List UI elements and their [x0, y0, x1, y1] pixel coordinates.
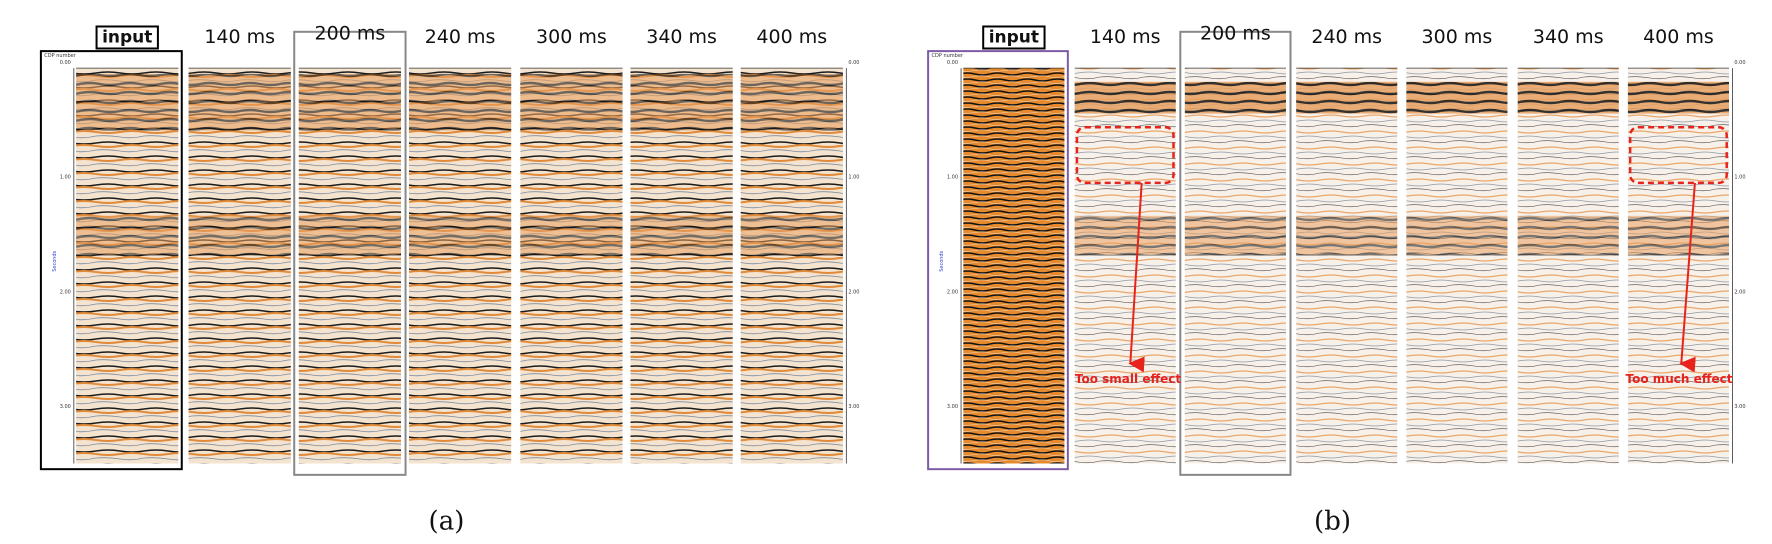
strong-reflectors	[1627, 81, 1729, 114]
offset-label: 240 ms	[425, 26, 496, 48]
seismic-section	[298, 68, 402, 464]
offset-label: 400 ms	[1643, 26, 1714, 48]
offset-label: 340 ms	[646, 26, 717, 48]
time-tick-right: 0.00	[1734, 60, 1745, 66]
time-tick-right: 1.00	[1734, 175, 1745, 181]
annotation-text: Too small effect	[1075, 372, 1182, 386]
time-tick: 2.00	[947, 289, 958, 295]
axis-title: Seconds	[52, 250, 58, 271]
input-frame	[927, 50, 1069, 471]
time-tick: 2.00	[60, 289, 71, 295]
mid-reflectors	[298, 215, 402, 256]
seismic-section	[1296, 68, 1398, 464]
offset-label: 240 ms	[1311, 26, 1382, 48]
strong-reflectors	[1517, 81, 1619, 114]
mid-reflectors	[1517, 215, 1619, 256]
strong-reflectors	[408, 73, 512, 131]
offset-label: 400 ms	[756, 26, 827, 48]
mid-reflectors	[1074, 215, 1176, 256]
mid-reflectors	[408, 215, 512, 256]
offset-label: 200 ms	[1200, 23, 1271, 45]
annotation-box	[1628, 125, 1728, 185]
seismic-section	[408, 68, 512, 464]
offset-label: 140 ms	[1090, 26, 1161, 48]
offset-label: input	[989, 27, 1039, 47]
time-tick-right: 0.00	[848, 60, 859, 66]
mid-reflectors	[76, 215, 179, 256]
mid-reflectors	[188, 215, 291, 256]
annotation-arrow	[1679, 182, 1696, 373]
time-tick-right: 1.00	[848, 175, 859, 181]
time-tick: 3.00	[60, 404, 71, 410]
label-box	[982, 25, 1046, 50]
strong-reflectors	[740, 73, 843, 131]
time-tick-right: 2.00	[848, 289, 859, 295]
strong-reflectors	[1406, 81, 1508, 114]
offset-label: 140 ms	[204, 26, 275, 48]
highlight-frame	[293, 30, 407, 476]
mid-reflectors	[740, 215, 843, 256]
strong-reflectors	[1296, 81, 1398, 114]
label-box	[95, 25, 159, 50]
strong-reflectors	[188, 73, 291, 131]
time-tick: 0.00	[947, 60, 958, 66]
time-tick-right: 3.00	[1734, 404, 1745, 410]
offset-label: 300 ms	[536, 26, 607, 48]
time-tick: 1.00	[947, 175, 958, 181]
mid-reflectors	[630, 215, 733, 256]
top-label: CDP number	[44, 53, 76, 59]
seismic-section	[1406, 68, 1508, 464]
seismic-section	[1517, 68, 1619, 464]
offset-label: 340 ms	[1533, 26, 1604, 48]
annotation-arrow	[1128, 182, 1145, 373]
strong-reflectors	[1184, 81, 1286, 114]
time-tick: 0.00	[60, 60, 71, 66]
seismic-section	[520, 68, 623, 464]
seismic-section	[963, 68, 1065, 464]
seismic-section	[740, 68, 843, 464]
seismic-section	[188, 68, 291, 464]
seismic-section	[1627, 68, 1729, 464]
time-tick: 1.00	[60, 175, 71, 181]
time-tick: 3.00	[947, 404, 958, 410]
seismic-section	[76, 68, 179, 464]
strong-reflectors	[1074, 81, 1176, 114]
annotation-box	[1075, 125, 1175, 185]
seismic-section	[1074, 68, 1176, 464]
annotation-text: Too much effect	[1626, 372, 1733, 386]
seismic-section	[1184, 68, 1286, 464]
seismic-section	[630, 68, 733, 464]
strong-reflectors	[76, 73, 179, 131]
mid-reflectors	[1406, 215, 1508, 256]
input-frame	[39, 50, 183, 471]
offset-label: 300 ms	[1422, 26, 1493, 48]
highlight-frame	[1179, 30, 1292, 476]
caption: (a)	[429, 507, 465, 537]
mid-reflectors	[520, 215, 623, 256]
offset-label: input	[102, 27, 152, 47]
strong-reflectors	[520, 73, 623, 131]
mid-reflectors	[1296, 215, 1398, 256]
caption: (b)	[1314, 507, 1351, 537]
time-tick-right: 2.00	[1734, 289, 1745, 295]
strong-reflectors	[298, 73, 402, 131]
time-tick-right: 3.00	[848, 404, 859, 410]
strong-reflectors	[630, 73, 733, 131]
mid-reflectors	[1627, 215, 1729, 256]
offset-label: 200 ms	[315, 23, 386, 45]
mid-reflectors	[1184, 215, 1286, 256]
axis-title: Seconds	[939, 250, 945, 271]
top-label: CDP number	[932, 53, 964, 59]
